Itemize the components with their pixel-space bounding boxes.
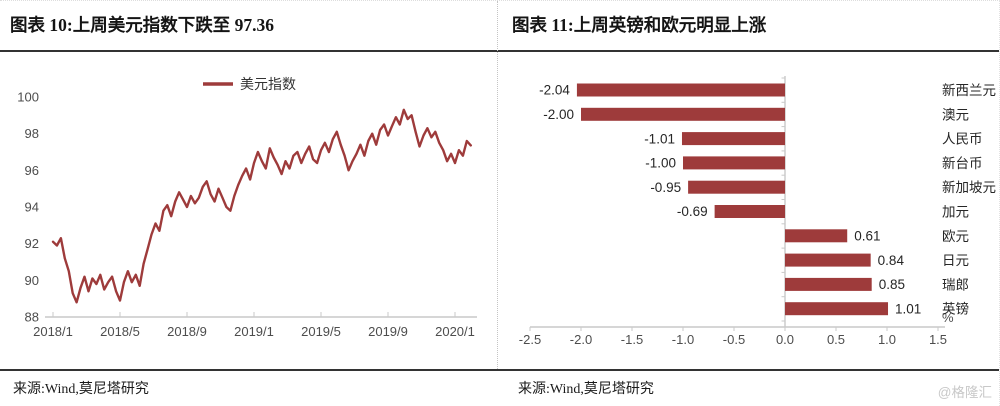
- bar-category-label: 新西兰元: [942, 83, 996, 98]
- x-axis-label: -0.5: [723, 332, 745, 347]
- footer-rule: [0, 369, 999, 371]
- bar: [785, 302, 889, 316]
- chart11-title: 图表 11:上周英镑和欧元明显上涨: [512, 15, 767, 35]
- bar-value-label: -2.04: [539, 83, 570, 98]
- bar-category-label: 英镑: [942, 301, 969, 317]
- x-axis-label: 2019/1: [234, 324, 274, 339]
- title-rule: [0, 50, 999, 52]
- x-axis-label: -1.5: [621, 332, 643, 347]
- bar-value-label: 0.84: [878, 253, 905, 268]
- legend-label: 美元指数: [240, 76, 296, 92]
- x-axis-label: -2.5: [519, 332, 541, 347]
- x-axis-label: 0.5: [827, 332, 845, 347]
- currency-change-bar-chart: -2.5 -2.0 -1.5 -1.0 -0.5 0.0 0.5 1.0 1.5% -2.04 新西…: [519, 76, 996, 347]
- y-axis-label: 94: [25, 200, 39, 215]
- x-axis-label: 2020/1: [435, 324, 475, 339]
- y-axis-label: 88: [25, 310, 39, 325]
- x-axis-label: 2019/5: [301, 324, 341, 339]
- y-axis-label: 100: [17, 90, 39, 105]
- bar-value-label: 0.61: [854, 229, 880, 244]
- bar-category-label: 澳元: [942, 107, 969, 122]
- bar: [688, 180, 785, 194]
- x-axis-label: 1.5: [929, 332, 947, 347]
- bar-value-label: -1.01: [644, 131, 675, 146]
- bar: [785, 277, 872, 291]
- bar-category-label: 瑞郎: [942, 277, 969, 292]
- bar: [785, 253, 871, 267]
- bar: [683, 156, 785, 170]
- unit-label: %: [942, 310, 954, 325]
- bar-category-label: 人民币: [942, 132, 983, 147]
- bar-category-label: 日元: [942, 253, 969, 268]
- bar: [681, 132, 785, 146]
- chart11-source: 来源:Wind,莫尼塔研究: [518, 382, 654, 397]
- x-axis-label: -2.0: [570, 332, 592, 347]
- bar-value-label: 0.85: [879, 277, 905, 292]
- y-axis-label: 96: [25, 163, 39, 178]
- bar-category-label: 欧元: [942, 229, 969, 244]
- x-axis-label: 2018/1: [33, 324, 73, 339]
- bar-value-label: -0.95: [650, 180, 681, 195]
- chart10-title: 图表 10:上周美元指数下跌至 97.36: [10, 15, 274, 35]
- x-axis-label: 2018/5: [100, 324, 140, 339]
- bar: [714, 205, 785, 218]
- x-axis-label: 2019/9: [368, 324, 408, 339]
- x-axis-label: 2018/9: [167, 324, 207, 339]
- usd-index-line: [51, 108, 472, 304]
- bar-category-label: 新台币: [942, 156, 983, 171]
- bar-value-label: 1.01: [895, 301, 921, 316]
- bar-value-label: -2.00: [543, 107, 574, 122]
- x-axis-label: 1.0: [878, 332, 896, 347]
- bar: [576, 83, 785, 97]
- bar: [785, 229, 848, 243]
- panel-divider: [497, 1, 498, 369]
- bar-category-label: 加元: [942, 205, 969, 220]
- x-axis-label: -1.0: [672, 332, 694, 347]
- bar: [581, 107, 785, 121]
- chart10-source: 来源:Wind,莫尼塔研究: [13, 382, 149, 397]
- x-axis-label: 0.0: [776, 332, 794, 347]
- bar-value-label: -0.69: [677, 204, 708, 219]
- bar-value-label: -1.00: [645, 156, 676, 171]
- bar-category-label: 新加坡元: [942, 180, 996, 195]
- watermark: @格隆汇: [937, 385, 992, 400]
- y-axis-label: 92: [25, 236, 39, 251]
- y-axis-label: 90: [25, 273, 39, 288]
- y-axis-label: 98: [25, 126, 39, 141]
